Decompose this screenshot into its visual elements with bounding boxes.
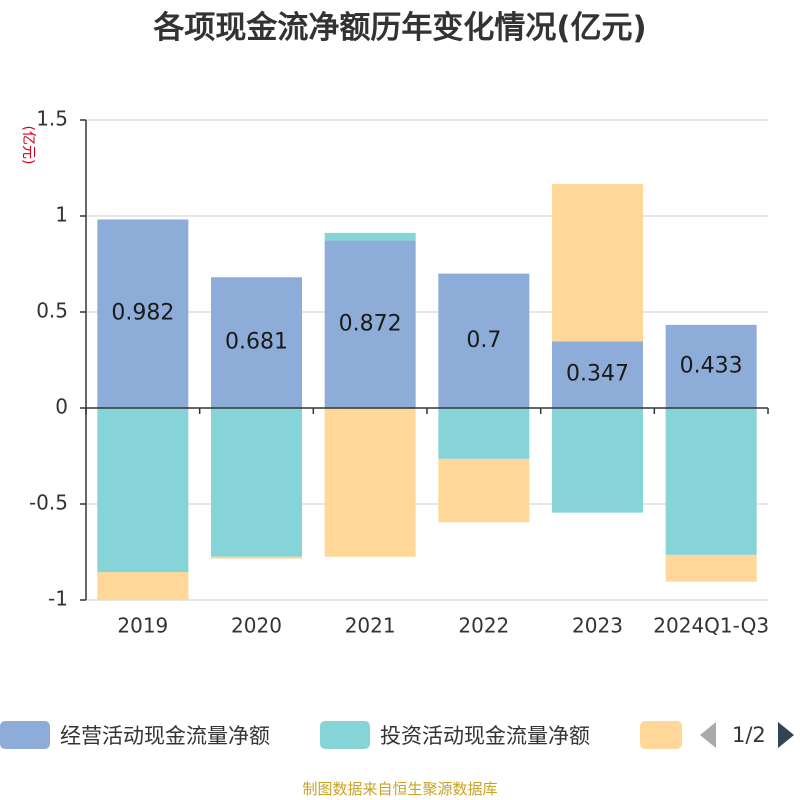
data-label: 0.982 [111,301,174,326]
y-tick-label: 0 [55,395,68,419]
y-tick-label: 0.5 [36,299,68,323]
legend-swatch-operating [0,721,50,749]
data-label: 0.681 [225,330,288,355]
x-tick-label: 2024Q1-Q3 [653,614,769,638]
y-tick-label: 1 [55,203,68,227]
x-tick-label: 2023 [572,614,623,638]
legend-swatch-investing [320,721,370,749]
y-tick-label: -0.5 [29,491,68,515]
y-axis-unit: (亿元) [20,126,36,165]
bar-segment [665,408,757,555]
bar-segment [552,408,643,513]
data-label: 0.872 [339,311,402,336]
x-tick-label: 2019 [117,614,168,638]
data-label: 0.347 [566,362,629,387]
bar-segment [665,554,757,582]
data-label: 0.433 [680,353,743,378]
data-source-note: 制图数据来自恒生聚源数据库 [302,780,498,798]
bar-segment [324,408,416,557]
data-label: 0.7 [466,328,501,353]
x-tick-label: 2021 [345,614,396,638]
bar-segment [97,219,189,408]
y-tick-label: -1 [48,587,68,611]
bar-segment [438,458,530,523]
legend-item-investing[interactable]: 投资活动现金流量净额 [320,716,590,754]
bar-segment [324,240,416,408]
legend-next-arrow-icon[interactable] [777,722,794,748]
bar-segment [665,324,757,408]
chart-title: 各项现金流净额历年变化情况(亿元) [153,10,647,46]
legend: 经营活动现金流量净额 投资活动现金流量净额 1/2 [0,716,800,754]
bar-segment [97,572,189,600]
bar-segment [211,277,302,408]
legend-label-operating: 经营活动现金流量净额 [60,724,270,748]
bar-segment [438,408,530,459]
bar-segment [324,232,416,241]
x-tick-label: 2022 [458,614,509,638]
legend-item-operating[interactable]: 经营活动现金流量净额 [0,716,270,754]
bar-segment [211,556,302,559]
legend-pager: 1/2 [700,716,794,754]
bar-segment [552,183,643,342]
bar-segment [438,273,530,408]
x-tick-label: 2020 [231,614,282,638]
legend-page-indicator: 1/2 [732,723,766,747]
legend-item-financing[interactable] [640,716,682,754]
chart-area: (亿元) 1.5 1 0.5 0 -0.5 -1 2019 2020 2021 2022 2023 2… [20,107,769,638]
bar-segment [97,408,189,573]
legend-prev-arrow-icon[interactable] [700,722,716,748]
legend-swatch-financing [640,721,682,749]
bar-segment [211,408,302,557]
y-tick-label: 1.5 [36,107,68,131]
legend-label-investing: 投资活动现金流量净额 [380,724,590,748]
bar-segment [552,341,643,408]
